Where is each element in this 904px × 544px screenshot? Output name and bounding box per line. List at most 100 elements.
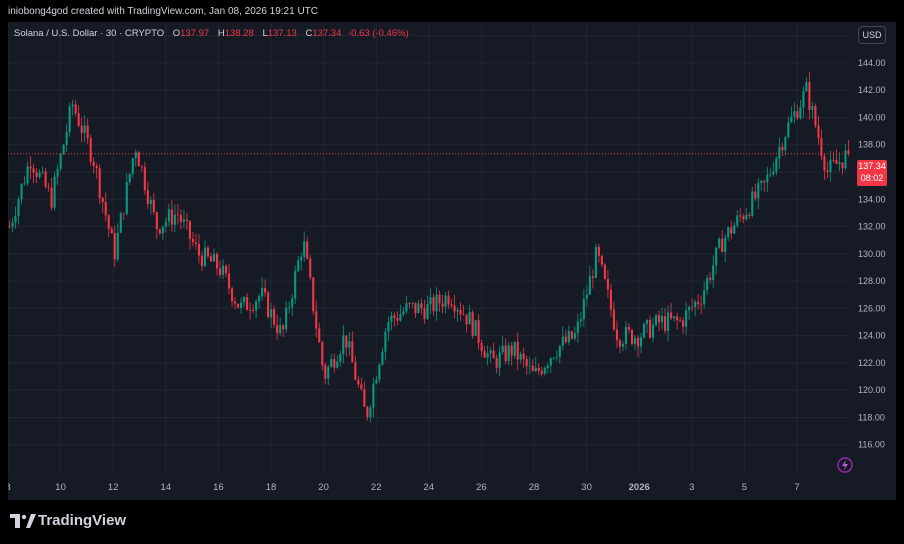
candle-body — [47, 186, 50, 188]
candle-body — [26, 166, 29, 184]
candle-body — [513, 341, 516, 356]
candle-body — [122, 213, 125, 215]
currency-button[interactable]: USD — [858, 26, 886, 44]
candle-body — [300, 256, 303, 261]
candle-body — [721, 238, 724, 252]
y-axis: 116.00 118.00 120.00 122.00 124.00 126.00 128.… — [858, 31, 886, 450]
candle-body — [648, 319, 652, 338]
candle-body — [267, 292, 270, 318]
candle-body — [757, 183, 760, 199]
tradingview-brand: TradingView — [38, 512, 127, 529]
candle-body — [224, 265, 228, 274]
candle-body — [706, 277, 709, 291]
candle-body — [519, 353, 522, 360]
candle-body — [576, 321, 579, 334]
candle-body — [44, 171, 47, 187]
candle-body — [71, 104, 74, 107]
candle-body — [194, 242, 197, 244]
candle-body — [393, 315, 396, 318]
candle-body — [89, 138, 92, 162]
x-tick-label: 2026 — [629, 482, 650, 493]
grid-lines — [8, 22, 850, 472]
candle-body — [540, 370, 543, 374]
x-axis: 8 10 12 14 16 18 20 22 24 26 28 30 2026 3 5 7 — [8, 482, 800, 493]
candle-body — [459, 310, 462, 315]
candle-body — [149, 199, 152, 205]
candle-body — [769, 174, 772, 175]
candle-body — [688, 306, 691, 311]
candle-body — [173, 214, 176, 225]
candlestick-chart[interactable]: 116.00 118.00 120.00 122.00 124.00 126.00 128.… — [8, 22, 896, 500]
candle-body — [252, 310, 255, 311]
candle-body — [384, 331, 387, 352]
candle-body — [303, 241, 306, 257]
candle-body — [29, 166, 32, 169]
candle-body — [197, 243, 201, 256]
candle-body — [264, 288, 267, 293]
candle-body — [143, 167, 146, 191]
open-label: O — [172, 28, 181, 39]
candle-body — [354, 362, 357, 380]
candle-body — [396, 317, 399, 321]
candle-body — [80, 125, 83, 133]
candle-body — [820, 138, 823, 157]
candle-body — [330, 359, 333, 367]
x-tick-label: 7 — [794, 482, 799, 493]
candle-body — [763, 180, 766, 183]
candle-body — [802, 91, 805, 108]
candle-body — [694, 301, 697, 308]
candle-body — [751, 191, 754, 216]
candle-body — [279, 325, 282, 334]
y-tick-label: 126.00 — [858, 303, 886, 313]
change-value: -0.63 (-0.46%) — [348, 28, 409, 39]
candle-body — [200, 255, 204, 266]
candle-body — [664, 316, 667, 331]
candle-body — [348, 341, 351, 348]
x-tick-label: 8 — [8, 482, 11, 493]
candle-body — [164, 221, 167, 227]
candle-body — [552, 357, 555, 359]
candle-body — [748, 214, 751, 216]
candle-body — [558, 345, 561, 357]
candle-body — [294, 271, 297, 299]
candle-body — [582, 298, 585, 320]
candle-body — [366, 406, 369, 418]
candle-body — [387, 321, 390, 332]
candle-body — [489, 350, 492, 354]
candle-body — [203, 247, 207, 266]
candle-body — [137, 152, 140, 167]
chart-pane[interactable]: 116.00 118.00 120.00 122.00 124.00 126.00 128.… — [8, 22, 896, 500]
candle-body — [651, 324, 655, 338]
last-price-tag: 137.34 08:02 — [857, 160, 887, 186]
candle-body — [309, 258, 312, 278]
header-bar: iniobong4god created with TradingView.co… — [0, 0, 904, 22]
candle-body — [447, 295, 450, 305]
y-tick-label: 130.00 — [858, 249, 886, 259]
candle-body — [206, 247, 210, 257]
candle-body — [20, 184, 23, 200]
candle-body — [745, 214, 748, 220]
candle-body — [273, 309, 276, 325]
candle-body — [468, 312, 471, 325]
candle-body — [826, 170, 829, 173]
candle-body — [573, 333, 576, 339]
candle-body — [438, 294, 441, 304]
x-tick-label: 28 — [529, 482, 540, 493]
candle-body — [703, 290, 706, 305]
candle-body — [691, 306, 694, 308]
candle-body — [179, 214, 182, 222]
candle-body — [230, 288, 234, 302]
candle-body — [739, 215, 742, 217]
candle-body — [17, 199, 20, 217]
candle-body — [161, 226, 164, 234]
candle-body — [411, 302, 414, 304]
candle-body — [594, 246, 597, 278]
candle-body — [661, 316, 664, 323]
candle-body — [342, 335, 345, 355]
candle-body — [531, 365, 534, 372]
candle-body — [618, 340, 622, 347]
lightning-alert-icon[interactable] — [836, 456, 854, 474]
candle-body — [498, 352, 501, 368]
candle-body — [450, 304, 453, 306]
x-tick-label: 16 — [213, 482, 224, 493]
